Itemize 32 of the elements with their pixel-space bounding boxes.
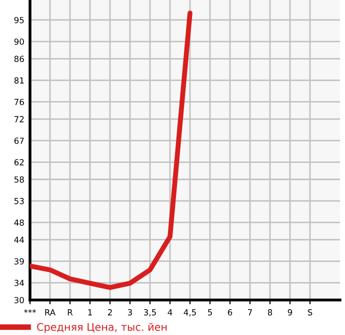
y-tick-label: 30	[14, 296, 24, 304]
x-tick-label: 1	[88, 309, 92, 316]
x-tick-label: RA	[45, 309, 56, 316]
x-tick-label: 3	[128, 309, 132, 316]
y-tick-label: 81	[14, 77, 24, 84]
y-tick-label: 72	[14, 116, 24, 122]
x-tick-label: 5	[208, 309, 212, 316]
y-tick-label: 44	[14, 236, 24, 243]
x-tick-label: R	[68, 309, 73, 316]
line-series	[30, 10, 192, 290]
y-tick-label: 34	[14, 280, 24, 286]
y-tick-label: 86	[14, 56, 24, 62]
x-tick-label: ***	[24, 309, 36, 313]
y-tick-label: 95	[14, 16, 24, 24]
x-tick-label: 4,5	[184, 309, 196, 316]
y-tick-label: 67	[14, 138, 24, 144]
y-tick-label: 39	[14, 258, 24, 265]
x-tick-label: S	[308, 309, 312, 316]
y-tick-label: 58	[14, 176, 24, 183]
x-tick-label: 3,5	[144, 309, 156, 316]
y-tick-label: 76	[14, 98, 24, 106]
x-tick-label: 9	[288, 309, 292, 316]
x-tick-label: 6	[228, 309, 232, 316]
x-tick-label: 2	[108, 309, 112, 316]
y-tick-label: 53	[14, 198, 24, 204]
x-tick-label: 4	[168, 309, 172, 316]
x-tick-label: 7	[248, 309, 252, 316]
legend-label: Средняя Цена, тыс. йен	[37, 322, 167, 333]
y-tick-label: 62	[14, 159, 24, 166]
y-tick-label: 90	[14, 38, 24, 45]
y-tick-label: 48	[14, 219, 24, 226]
x-tick-label: 8	[268, 309, 272, 316]
